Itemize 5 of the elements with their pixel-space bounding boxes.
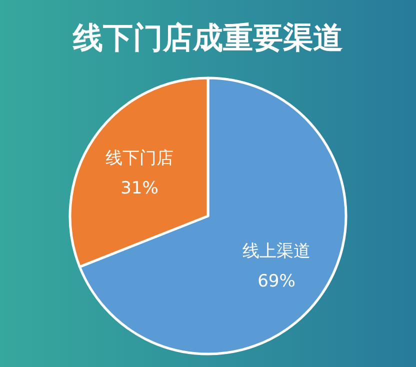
data-label: 31% (120, 178, 158, 198)
slice-label: 线下门店 (106, 148, 174, 168)
chart-title: 线下门店成重要渠道 (72, 21, 343, 56)
slice-label: 线上渠道 (242, 242, 310, 262)
data-label: 69% (258, 272, 296, 292)
